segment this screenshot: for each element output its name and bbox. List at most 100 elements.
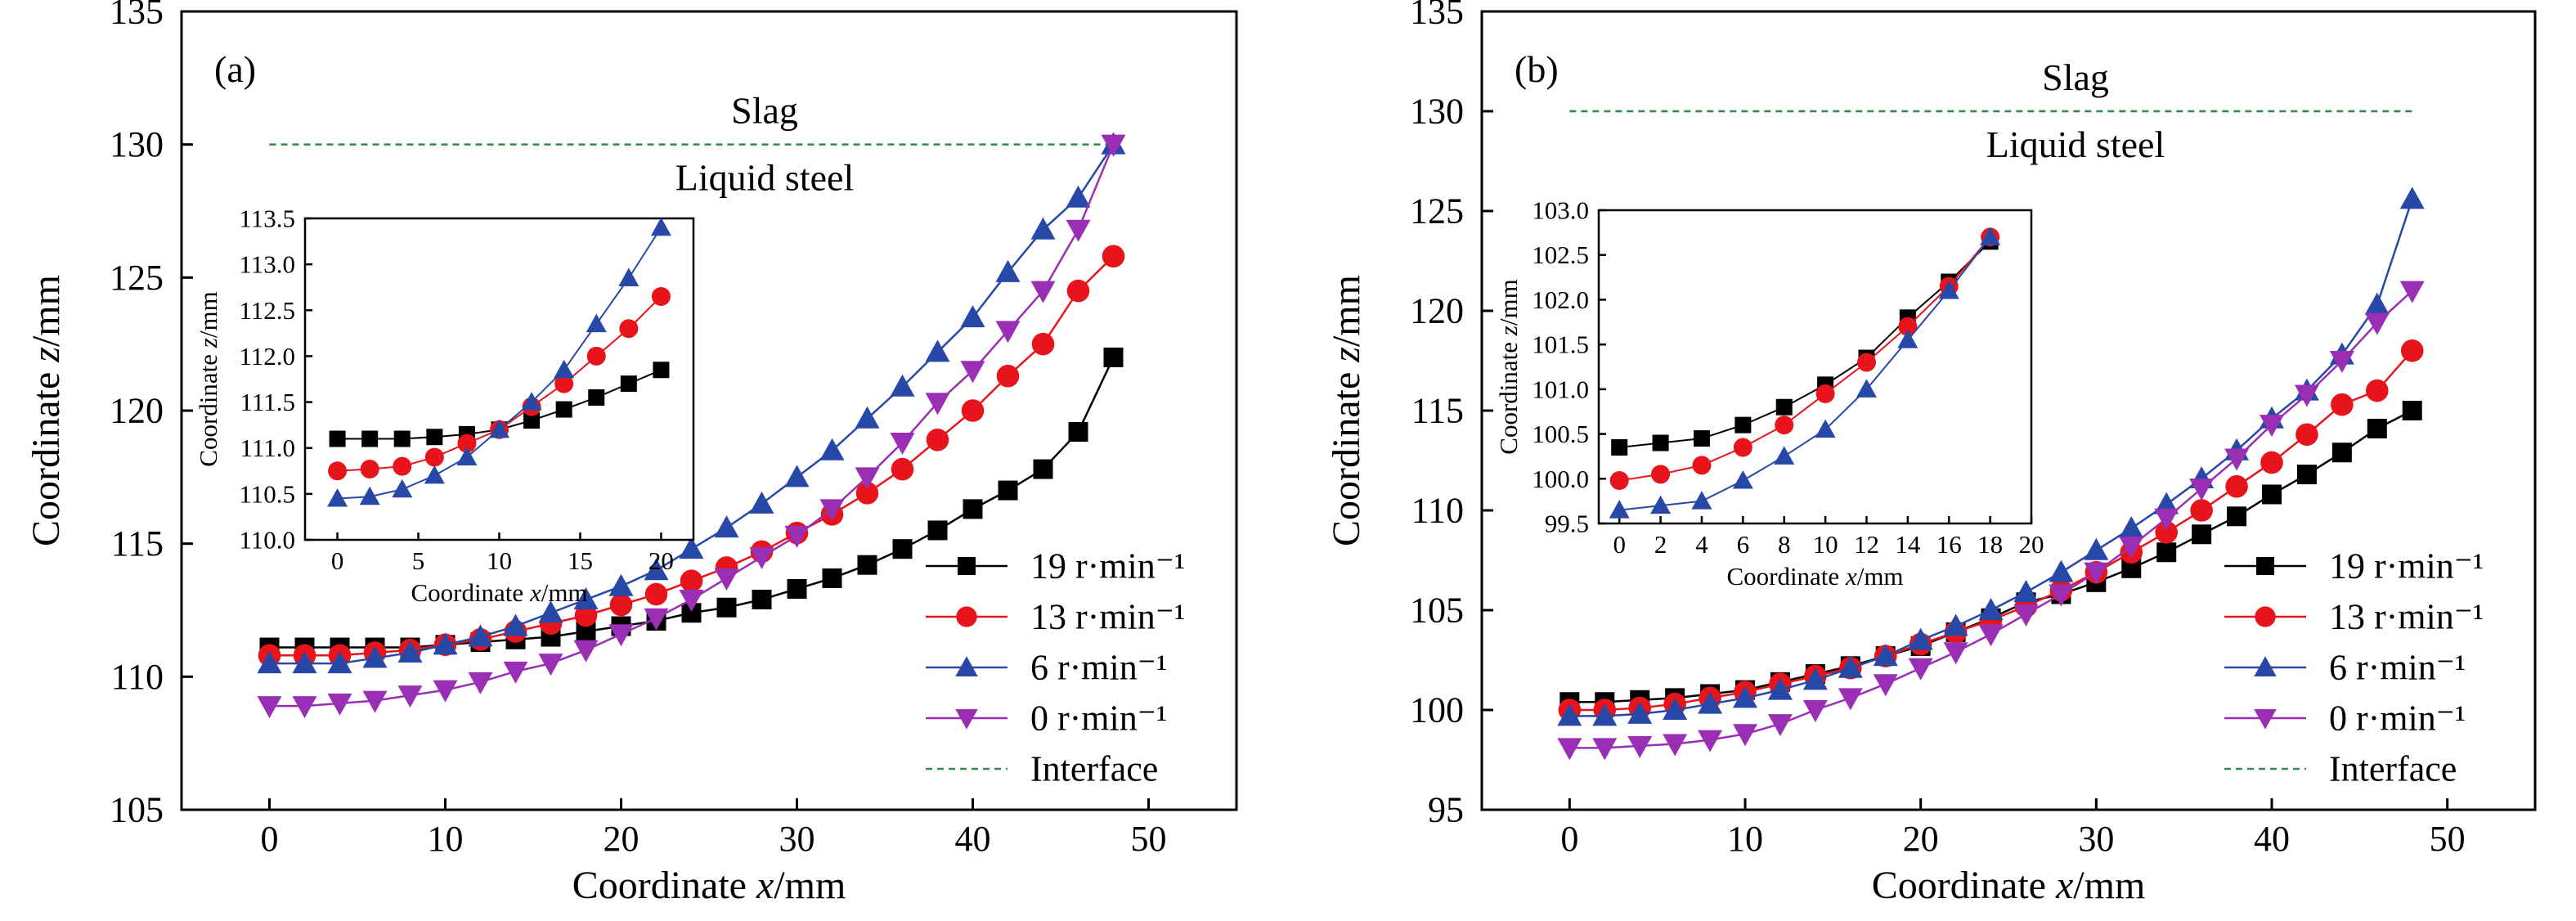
panel-b-point-0 [2364,312,2390,335]
panel-a-inset-xtick-label: 20 [648,546,674,575]
panel-a-point-13 [609,593,633,617]
panel-a-point-0 [714,568,739,591]
panel-a-inset-y-axis-title: Coordinate z/mm [194,291,222,466]
panel-a-xtick-label: 30 [779,819,815,859]
panel-a-point-0 [1066,219,1091,242]
panel-a-inset-ytick-label: 111.5 [240,388,295,416]
panel-b-point-0 [2154,508,2179,531]
panel-a-point-0 [397,685,423,708]
panel-a-point-13 [1031,332,1055,356]
panel-b-legend-marker-19 [2256,557,2274,575]
panel-a-inset-ytick-label: 113.5 [239,204,295,233]
panel-a-point-0 [433,680,458,703]
panel-b-legend-marker-13 [2255,606,2276,627]
panel-a-legend-label: 6 r·min⁻¹ [1030,648,1167,688]
panel-b-inset-point-13 [1775,416,1794,435]
panel-b-point-13 [2296,423,2318,447]
panel-a-point-6 [433,632,458,655]
panel-a-point-13 [926,428,949,452]
panel-a-point-0 [819,499,845,522]
panel-a-point-0 [362,690,388,713]
panel-b-point-0 [2084,562,2109,585]
panel-b-point-0 [1908,658,1933,681]
panel-b-inset-point-13 [1692,456,1712,475]
panel-a-inset-point-19 [329,430,346,447]
panel-a-y-axis-title: Coordinate z/mm [25,275,68,546]
panel-b-point-13 [2155,521,2178,544]
panel-b-liquid-steel-label: Liquid steel [1986,124,2165,165]
panel-a-point-6 [573,586,599,609]
panel-b-xtick-label: 30 [2078,819,2114,859]
panel-a-point-0 [573,640,599,663]
panel-b-legend-marker-6 [2254,656,2277,676]
panel-a-point-0 [925,393,950,416]
panel-b-point-19 [2367,418,2387,438]
panel-a-inset-point-19 [588,389,605,406]
panel-b-inset-point-6 [1938,280,1959,299]
panel-b-point-6 [2399,186,2425,209]
panel-a-point-13 [1102,245,1125,268]
panel-b-point-6 [1627,701,1653,724]
panel-b-inset-y-axis-title: Coordinate z/mm [1494,279,1523,454]
panel-a-point-0 [995,321,1021,344]
panel-a-point-0 [1101,134,1126,157]
panel-b-point-0 [2399,281,2425,303]
panel-b-inset-ytick-label: 102.5 [1532,240,1589,269]
panel-a-point-19 [752,589,772,609]
panel-b-point-0 [1592,738,1618,761]
panel-b-legend-label: 13 r·min⁻¹ [2329,597,2484,637]
panel-b-slag-label: Slag [2042,56,2109,98]
panel-a-inset-point-6 [650,217,671,236]
panel-a-point-6 [644,558,669,581]
panel-b-point-19 [2296,465,2317,485]
panel-b-point-13 [2366,379,2389,402]
panel-a-point-0 [855,467,880,490]
panel-b-inset-ytick-label: 102.0 [1532,285,1589,314]
panel-b-point-6 [1592,703,1618,726]
panel-b-point-0 [2329,351,2354,373]
panel-b-inset-point-19 [1775,398,1793,416]
panel-a-point-6 [1066,185,1091,208]
panel-b-ytick-label: 105 [1410,591,1464,631]
panel-a-point-19 [1033,459,1053,479]
panel-b-point-0 [1663,734,1688,757]
panel-a-point-13 [961,399,985,422]
panel-b-inset-xtick-label: 12 [1854,530,1879,559]
panel-b-xtick-label: 40 [2254,819,2290,859]
panel-b-point-0 [1802,700,1828,722]
panel-a-legend-label: 0 r·min⁻¹ [1030,699,1167,739]
panel-b-point-6 [2364,292,2390,315]
panel-b-inset-point-6 [1897,330,1919,348]
panel-a-liquid-steel-label: Liquid steel [675,157,854,199]
panel-b-inset-ytick-label: 100.0 [1532,465,1589,493]
panel-b-inset-point-13 [1898,317,1918,336]
panel-b-point-6 [1873,644,1898,667]
panel-a-point-0 [538,654,563,676]
panel-a-point-6 [503,613,528,636]
panel-b-point-0 [2189,478,2215,501]
panel-b-point-6 [2119,515,2144,538]
panel-a-inset-xtick-label: 5 [412,546,425,575]
panel-b-inset-point-13 [1651,465,1671,484]
panel-a-inset-point-19 [523,412,541,429]
panel-a-inset-point-6 [521,392,542,411]
panel-a-point-0 [644,608,669,631]
panel-b-point-0 [1767,714,1793,737]
panel-b-inset-x-axis-title: Coordinate x/mm [1726,562,1903,591]
panel-b-inset-xtick-label: 6 [1737,530,1750,559]
panel-a-x-axis-title: Coordinate x/mm [572,864,846,907]
panel-a-point-6 [1030,217,1056,240]
panel-a-point-13 [680,569,703,593]
panel-b-inset-series-line-19 [1619,240,1991,448]
panel-b-inset-xtick-label: 18 [1977,530,2003,559]
panel-b-point-19 [2331,443,2352,463]
panel-b-xtick-label: 20 [1903,819,1939,859]
panel-a-point-0 [468,672,493,694]
panel-b-inset-point-19 [1652,434,1669,452]
panel-a-inset-point-19 [393,430,411,447]
panel-a-inset-point-6 [618,267,640,286]
panel-a-inset-ytick-label: 113.0 [239,250,295,279]
panel-b-legend-label: 19 r·min⁻¹ [2329,546,2484,586]
panel-a-inset-point-19 [653,362,670,379]
panel-b-xtick-label: 0 [1560,819,1578,859]
